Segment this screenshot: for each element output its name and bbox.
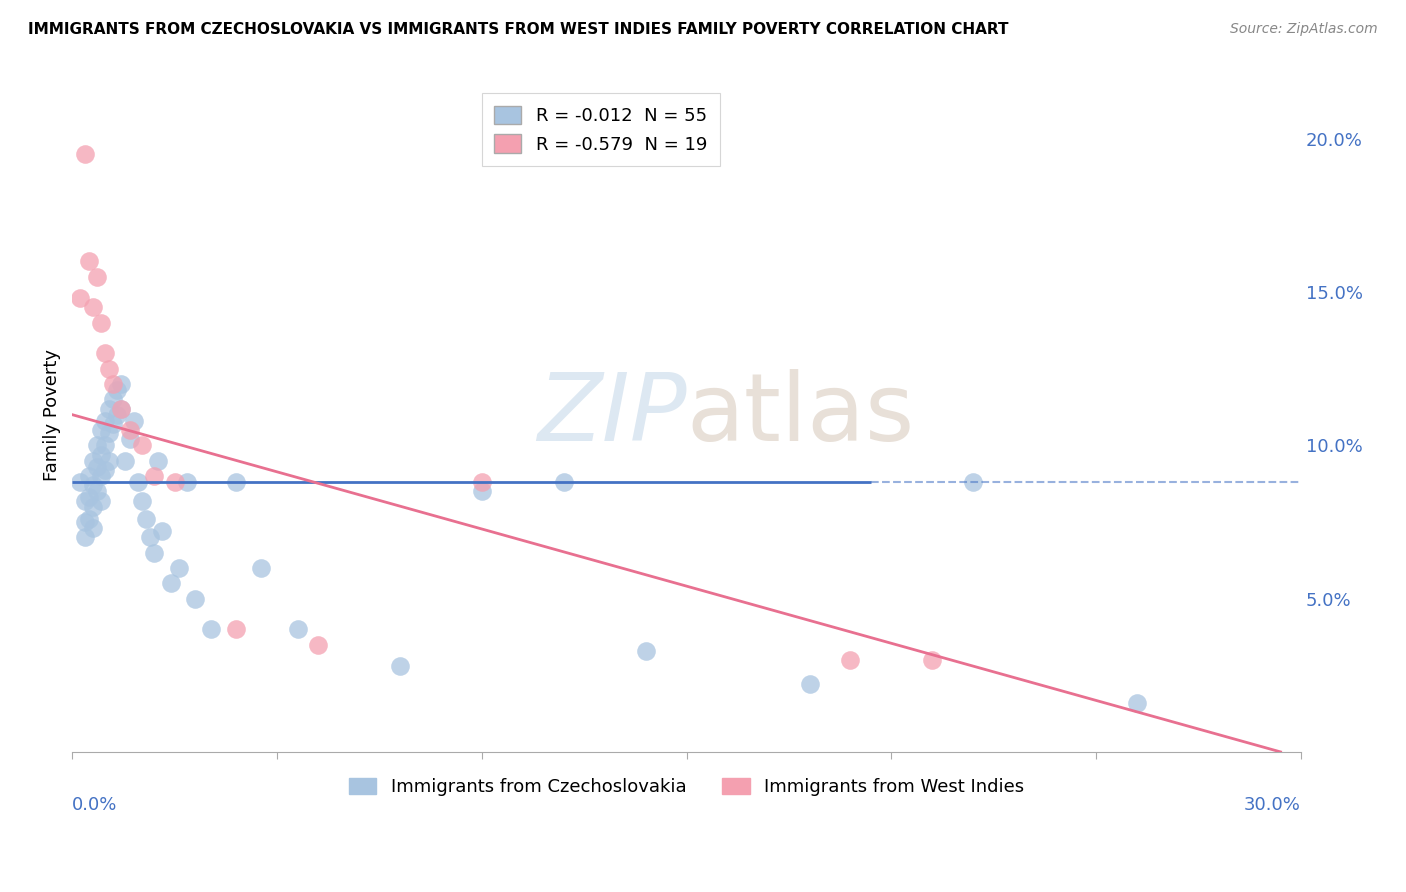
Point: [98, 401, 121, 416]
Point: [167, 561, 190, 575]
Point: [98, 453, 121, 467]
Point: [553, 475, 575, 489]
Point: [225, 622, 247, 636]
Point: [77, 491, 100, 505]
Point: [82, 500, 104, 514]
Text: Source: ZipAtlas.com: Source: ZipAtlas.com: [1230, 22, 1378, 37]
Point: [90, 316, 112, 330]
Point: [249, 561, 271, 575]
Point: [77, 469, 100, 483]
Point: [90, 423, 112, 437]
Point: [163, 475, 186, 489]
Point: [799, 677, 821, 691]
Point: [82, 453, 104, 467]
Point: [110, 377, 132, 392]
Point: [94, 414, 117, 428]
Point: [73, 515, 96, 529]
Point: [127, 475, 149, 489]
Point: [839, 653, 862, 667]
Point: [86, 438, 108, 452]
Point: [90, 448, 112, 462]
Point: [150, 524, 173, 538]
Point: [200, 622, 222, 636]
Point: [94, 463, 117, 477]
Point: [98, 361, 121, 376]
Point: [86, 484, 108, 499]
Point: [86, 459, 108, 474]
Text: IMMIGRANTS FROM CZECHOSLOVAKIA VS IMMIGRANTS FROM WEST INDIES FAMILY POVERTY COR: IMMIGRANTS FROM CZECHOSLOVAKIA VS IMMIGR…: [28, 22, 1008, 37]
Point: [184, 591, 207, 606]
Text: atlas: atlas: [686, 368, 915, 460]
Point: [1126, 696, 1149, 710]
Legend: R = -0.012  N = 55, R = -0.579  N = 19: R = -0.012 N = 55, R = -0.579 N = 19: [481, 93, 720, 166]
Point: [634, 644, 657, 658]
Point: [90, 469, 112, 483]
Point: [962, 475, 984, 489]
Point: [77, 254, 100, 268]
Point: [73, 147, 96, 161]
Point: [94, 438, 117, 452]
Point: [287, 622, 309, 636]
Point: [143, 469, 166, 483]
Point: [225, 475, 247, 489]
Point: [131, 493, 153, 508]
Y-axis label: Family Poverty: Family Poverty: [44, 349, 60, 481]
Point: [148, 453, 170, 467]
Point: [143, 546, 166, 560]
Point: [86, 269, 108, 284]
Point: [471, 475, 494, 489]
Point: [135, 512, 157, 526]
Point: [69, 475, 91, 489]
Point: [921, 653, 943, 667]
Point: [471, 484, 494, 499]
Text: ZIP: ZIP: [537, 369, 686, 460]
Text: 30.0%: 30.0%: [1244, 796, 1301, 814]
Point: [110, 401, 132, 416]
Point: [90, 493, 112, 508]
Point: [98, 426, 121, 441]
Point: [176, 475, 198, 489]
Point: [110, 401, 132, 416]
Text: 0.0%: 0.0%: [72, 796, 118, 814]
Point: [73, 493, 96, 508]
Point: [118, 423, 141, 437]
Point: [105, 408, 128, 422]
Point: [307, 638, 329, 652]
Point: [388, 659, 411, 673]
Point: [103, 377, 125, 392]
Point: [94, 346, 117, 360]
Point: [118, 432, 141, 446]
Point: [139, 530, 162, 544]
Point: [103, 417, 125, 431]
Point: [159, 576, 181, 591]
Point: [82, 521, 104, 535]
Point: [122, 414, 145, 428]
Point: [114, 453, 136, 467]
Point: [105, 383, 128, 397]
Point: [73, 530, 96, 544]
Point: [131, 438, 153, 452]
Point: [82, 478, 104, 492]
Point: [77, 512, 100, 526]
Point: [82, 301, 104, 315]
Point: [103, 392, 125, 407]
Point: [69, 291, 91, 305]
